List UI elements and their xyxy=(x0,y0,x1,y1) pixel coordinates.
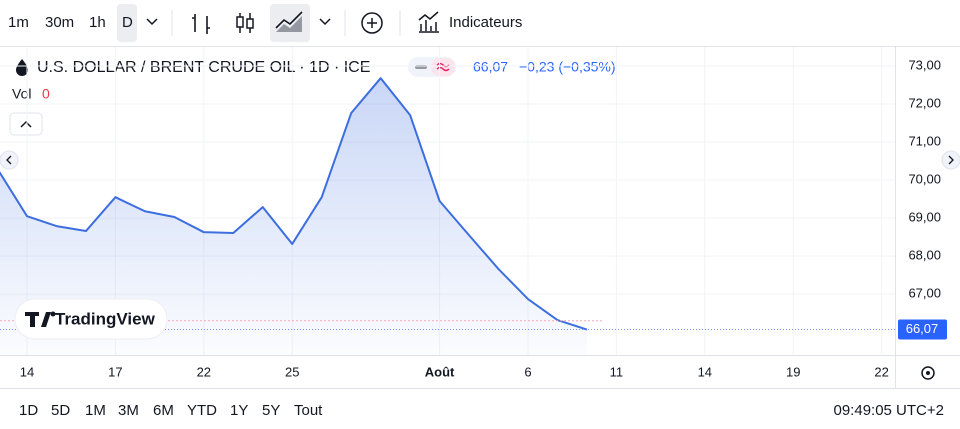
x-tick-label: 22 xyxy=(197,364,211,379)
x-tick-label: 11 xyxy=(610,364,624,379)
settings-icon[interactable] xyxy=(921,366,935,380)
logo-text: TradingView xyxy=(55,309,156,328)
x-tick-label: Août xyxy=(425,364,455,379)
settings-center xyxy=(926,371,930,375)
scroll-left[interactable] xyxy=(0,150,19,170)
y-tick-label: 73,00 xyxy=(908,57,941,72)
y-tick-label: 70,00 xyxy=(908,172,941,187)
range-button[interactable]: 3M xyxy=(118,402,139,419)
range-button[interactable]: 1Y xyxy=(230,402,248,419)
clock: 09:49:05 UTC+2 xyxy=(834,402,945,419)
volume-value: 0 xyxy=(42,86,50,102)
logo-dot xyxy=(50,311,56,317)
area-icon[interactable] xyxy=(276,16,302,32)
area-fill xyxy=(0,78,587,355)
delayed-badge xyxy=(431,58,455,76)
range-button[interactable]: YTD xyxy=(187,402,217,419)
x-tick-label: 14 xyxy=(20,364,34,379)
interval-button[interactable]: 1h xyxy=(89,14,106,31)
collapse-button[interactable] xyxy=(9,112,43,136)
y-tick-label: 67,00 xyxy=(908,286,941,301)
interval-button[interactable]: D xyxy=(122,14,133,31)
last-price-label: 66,07 xyxy=(906,321,939,336)
y-tick-label: 68,00 xyxy=(908,248,941,263)
candle xyxy=(246,18,254,29)
x-tick-label: 19 xyxy=(786,364,800,379)
footer: 09:49:05 UTC+2 1D 5D 1M 3M 6M YTD 1Y 5Y Tout xyxy=(19,402,944,419)
logo-badge[interactable] xyxy=(14,298,168,340)
x-tick-label: 17 xyxy=(108,364,122,379)
dropdown-icon[interactable] xyxy=(319,18,331,26)
last-price-box xyxy=(898,319,947,340)
toolbar: Indicateurs 1m 30m 1h D xyxy=(8,4,522,42)
area-icon-line xyxy=(275,11,303,29)
symbol-icon xyxy=(16,59,28,76)
y-tick-label: 71,00 xyxy=(908,133,941,148)
collapse-icon xyxy=(20,120,32,128)
price-change: −0,23 (−0,35%) xyxy=(519,59,616,75)
x-tick-label: 14 xyxy=(698,364,712,379)
volume-label: Vol xyxy=(12,86,31,102)
price: 66,07 xyxy=(473,59,508,75)
compare-icon[interactable] xyxy=(361,12,383,34)
x-tick-label: 25 xyxy=(285,364,299,379)
x-tick-label: 22 xyxy=(874,364,888,379)
interval-button[interactable]: 1m xyxy=(8,14,29,31)
range-button[interactable]: 1M xyxy=(85,402,106,419)
bars-icon[interactable] xyxy=(192,14,210,34)
range-button[interactable]: 6M xyxy=(153,402,174,419)
y-tick-label: 69,00 xyxy=(908,210,941,225)
x-tick-label: 6 xyxy=(524,364,531,379)
price-line xyxy=(0,77,588,331)
compare-plus xyxy=(367,18,377,28)
indicators-icon[interactable] xyxy=(418,11,439,33)
range-button[interactable]: 1D xyxy=(19,402,38,419)
active-interval-bg xyxy=(117,4,137,42)
y-tick-label: 72,00 xyxy=(908,95,941,110)
indicators-button[interactable]: Indicateurs xyxy=(449,14,522,31)
scroll-right[interactable] xyxy=(941,150,960,170)
scroll-left-icon xyxy=(6,155,12,165)
interval-button[interactable]: 30m xyxy=(45,14,74,31)
candle xyxy=(236,16,244,28)
dropdown-icon[interactable] xyxy=(146,18,158,26)
range-button[interactable]: 5D xyxy=(51,402,70,419)
range-button[interactable]: Tout xyxy=(294,402,323,419)
logo-icon xyxy=(25,312,51,327)
range-button[interactable]: 5Y xyxy=(262,402,280,419)
scroll-right-icon xyxy=(948,155,954,165)
